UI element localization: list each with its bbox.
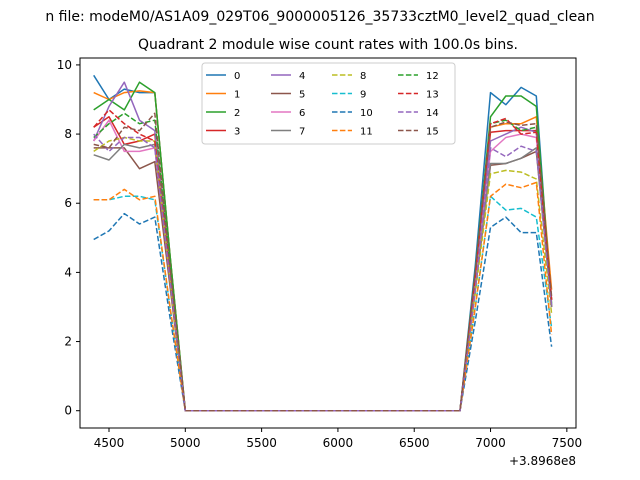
x-tick-label: 5500 bbox=[246, 436, 277, 450]
legend-label-5: 5 bbox=[299, 90, 305, 101]
x-tick-label: 7500 bbox=[552, 436, 583, 450]
series-line-12 bbox=[93, 112, 553, 412]
x-tick-label: 5000 bbox=[170, 436, 201, 450]
y-tick-label: 8 bbox=[64, 127, 72, 141]
legend-label-13: 13 bbox=[426, 90, 439, 101]
legend-label-1: 1 bbox=[234, 90, 240, 101]
legend-label-15: 15 bbox=[426, 127, 439, 138]
legend-label-11: 11 bbox=[360, 127, 373, 138]
legend-frame bbox=[201, 62, 456, 145]
y-tick-label: 2 bbox=[64, 335, 72, 349]
series-line-13 bbox=[93, 109, 553, 412]
y-tick-label: 6 bbox=[64, 196, 72, 210]
series-line-6 bbox=[93, 119, 553, 412]
series-line-15 bbox=[93, 112, 553, 412]
legend-label-0: 0 bbox=[234, 71, 240, 82]
series-layer bbox=[93, 74, 553, 412]
y-tick-label: 0 bbox=[64, 404, 72, 418]
legend-label-12: 12 bbox=[426, 71, 439, 82]
x-tick-label: 4500 bbox=[94, 436, 125, 450]
figure-suptitle: n file: modeM0/AS1A09_029T06_9000005126_… bbox=[45, 9, 594, 25]
legend-label-9: 9 bbox=[360, 90, 366, 101]
legend-label-3: 3 bbox=[234, 127, 240, 138]
legend-label-6: 6 bbox=[299, 108, 305, 119]
plot-area-frame bbox=[79, 57, 577, 429]
x-tick-label: 7000 bbox=[475, 436, 506, 450]
legend-label-2: 2 bbox=[234, 108, 240, 119]
y-tick-label: 4 bbox=[64, 265, 72, 279]
legend-label-7: 7 bbox=[299, 127, 305, 138]
legend-label-10: 10 bbox=[360, 108, 373, 119]
chart-title: Quadrant 2 module wise count rates with … bbox=[138, 37, 518, 53]
legend-label-4: 4 bbox=[299, 71, 305, 82]
x-tick-label: 6500 bbox=[399, 436, 430, 450]
legend-label-8: 8 bbox=[360, 71, 366, 82]
y-tick-label: 10 bbox=[57, 58, 72, 72]
x-offset-label: +3.8968e8 bbox=[509, 454, 576, 468]
x-tick-label: 6000 bbox=[323, 436, 354, 450]
legend-label-14: 14 bbox=[426, 108, 439, 119]
series-line-10 bbox=[93, 212, 553, 412]
